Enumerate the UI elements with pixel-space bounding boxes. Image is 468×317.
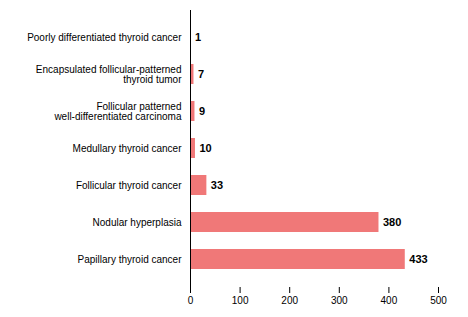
svg-text:380: 380 <box>383 216 401 228</box>
svg-text:200: 200 <box>281 295 298 306</box>
svg-text:7: 7 <box>198 68 204 80</box>
svg-text:400: 400 <box>381 295 398 306</box>
svg-text:500: 500 <box>430 295 447 306</box>
svg-text:433: 433 <box>409 253 427 265</box>
svg-text:Medullary thyroid cancer: Medullary thyroid cancer <box>73 143 183 154</box>
svg-text:0: 0 <box>188 295 194 306</box>
svg-text:10: 10 <box>199 142 211 154</box>
svg-text:1: 1 <box>195 31 201 43</box>
svg-text:Nodular hyperplasia: Nodular hyperplasia <box>93 217 182 228</box>
svg-text:100: 100 <box>232 295 249 306</box>
svg-text:33: 33 <box>211 179 223 191</box>
svg-text:9: 9 <box>199 105 205 117</box>
svg-text:Papillary thyroid cancer: Papillary thyroid cancer <box>78 254 183 265</box>
svg-text:Encapsulated follicular-patter: Encapsulated follicular-patternedthyroid… <box>36 64 182 85</box>
svg-text:Poorly differentiated thyroid: Poorly differentiated thyroid cancer <box>27 32 182 43</box>
svg-text:Follicular patternedwell-diffe: Follicular patternedwell-differentiated … <box>53 101 182 122</box>
svg-text:Follicular thyroid cancer: Follicular thyroid cancer <box>76 180 182 191</box>
svg-text:300: 300 <box>331 295 348 306</box>
